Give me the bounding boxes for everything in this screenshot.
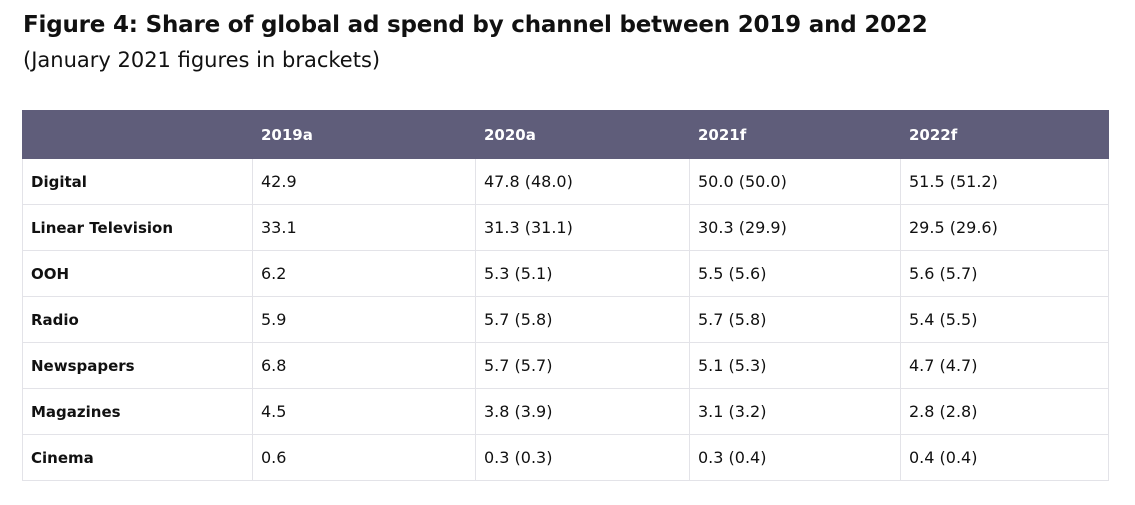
cell-2019a: 6.2 xyxy=(252,250,476,297)
cell-2020a: 31.3 (31.1) xyxy=(475,204,690,251)
cell-2019a: 42.9 xyxy=(252,158,476,205)
row-label: Radio xyxy=(22,296,253,343)
cell-2020a: 5.7 (5.7) xyxy=(475,342,690,389)
cell-2022f: 2.8 (2.8) xyxy=(900,388,1109,435)
table-row: Digital 42.9 47.8 (48.0) 50.0 (50.0) 51.5 (5… xyxy=(22,158,1109,205)
table-row: Newspapers 6.8 5.7 (5.7) 5.1 (5.3) 4.7 (4.7) xyxy=(22,342,1109,389)
cell-2022f: 5.4 (5.5) xyxy=(900,296,1109,343)
table-row: Magazines 4.5 3.8 (3.9) 3.1 (3.2) 2.8 (2.8) xyxy=(22,388,1109,435)
cell-2020a: 47.8 (48.0) xyxy=(475,158,690,205)
table-row: Radio 5.9 5.7 (5.8) 5.7 (5.8) 5.4 (5.5) xyxy=(22,296,1109,343)
cell-2022f: 4.7 (4.7) xyxy=(900,342,1109,389)
table-header: 2019a 2020a 2021f 2022f xyxy=(22,110,1109,159)
cell-2019a: 5.9 xyxy=(252,296,476,343)
cell-2021f: 0.3 (0.4) xyxy=(689,434,901,481)
cell-2020a: 0.3 (0.3) xyxy=(475,434,690,481)
cell-2022f: 5.6 (5.7) xyxy=(900,250,1109,297)
table-row: Cinema 0.6 0.3 (0.3) 0.3 (0.4) 0.4 (0.4) xyxy=(22,434,1109,481)
cell-2019a: 4.5 xyxy=(252,388,476,435)
header-cell-2021f: 2021f xyxy=(689,110,901,159)
table-row: Linear Television 33.1 31.3 (31.1) 30.3 (29… xyxy=(22,204,1109,251)
cell-2020a: 3.8 (3.9) xyxy=(475,388,690,435)
row-label: Linear Television xyxy=(22,204,253,251)
cell-2019a: 6.8 xyxy=(252,342,476,389)
cell-2019a: 0.6 xyxy=(252,434,476,481)
row-label: Digital xyxy=(22,158,253,205)
cell-2022f: 0.4 (0.4) xyxy=(900,434,1109,481)
cell-2020a: 5.7 (5.8) xyxy=(475,296,690,343)
ad-spend-table: 2019a 2020a 2021f 2022f Digital 42.9 47.8 … xyxy=(22,110,1109,481)
cell-2022f: 29.5 (29.6) xyxy=(900,204,1109,251)
cell-2021f: 5.1 (5.3) xyxy=(689,342,901,389)
header-cell-2019a: 2019a xyxy=(252,110,476,159)
cell-2021f: 3.1 (3.2) xyxy=(689,388,901,435)
figure-subtitle: (January 2021 figures in brackets) xyxy=(23,48,381,72)
table-body: Digital 42.9 47.8 (48.0) 50.0 (50.0) 51.5 (5… xyxy=(22,158,1109,481)
cell-2020a: 5.3 (5.1) xyxy=(475,250,690,297)
row-label: OOH xyxy=(22,250,253,297)
header-cell-2020a: 2020a xyxy=(475,110,690,159)
header-row: 2019a 2020a 2021f 2022f xyxy=(22,110,1109,159)
cell-2021f: 5.5 (5.6) xyxy=(689,250,901,297)
header-cell-channel xyxy=(22,110,253,159)
table-row: OOH 6.2 5.3 (5.1) 5.5 (5.6) 5.6 (5.7) xyxy=(22,250,1109,297)
cell-2021f: 30.3 (29.9) xyxy=(689,204,901,251)
figure-title: Figure 4: Share of global ad spend by ch… xyxy=(23,12,928,38)
cell-2021f: 5.7 (5.8) xyxy=(689,296,901,343)
row-label: Newspapers xyxy=(22,342,253,389)
header-cell-2022f: 2022f xyxy=(900,110,1109,159)
cell-2021f: 50.0 (50.0) xyxy=(689,158,901,205)
row-label: Cinema xyxy=(22,434,253,481)
cell-2022f: 51.5 (51.2) xyxy=(900,158,1109,205)
row-label: Magazines xyxy=(22,388,253,435)
cell-2019a: 33.1 xyxy=(252,204,476,251)
